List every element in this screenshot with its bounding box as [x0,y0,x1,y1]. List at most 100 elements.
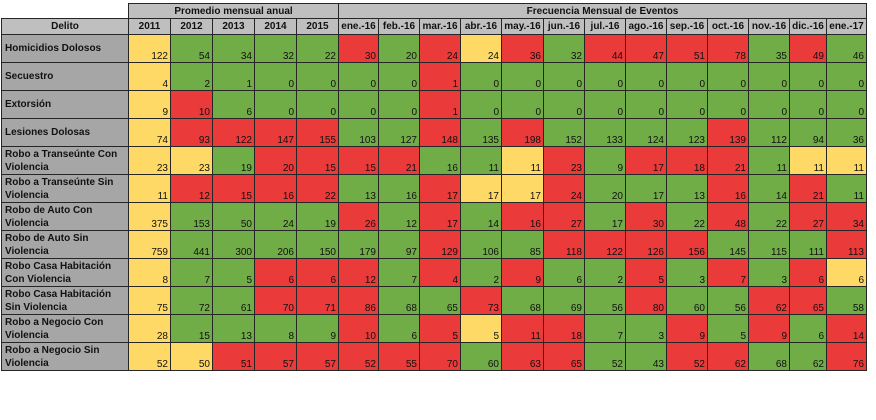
table-cell: 6 [543,258,585,287]
table-cell: 20 [584,174,626,203]
table-cell: 139 [707,118,749,147]
table-cell: 62 [789,342,827,371]
table-cell: 1 [419,62,461,91]
table-cell: 17 [419,202,461,231]
table-cell: 150 [296,230,339,259]
table-cell: 18 [543,314,585,343]
table-cell: 8 [128,258,171,287]
table-cell: 57 [254,342,297,371]
table-cell: 21 [378,146,420,175]
table-cell: 14 [748,174,790,203]
row-label: Robo Casa Habitación Con Violencia [1,258,129,287]
table-cell: 21 [707,146,749,175]
table-cell: 0 [501,62,544,91]
table-cell: 27 [789,202,827,231]
table-cell: 28 [128,314,171,343]
table-cell: 0 [543,90,585,119]
table-cell: 13 [338,174,379,203]
table-cell: 118 [543,230,585,259]
table-cell: 2 [460,258,502,287]
table-cell: 61 [212,286,255,315]
table-cell: 86 [338,286,379,315]
header-frecuencia: Frecuencia Mensual de Eventos [338,3,867,19]
table-cell: 35 [748,34,790,63]
table-cell: 11 [826,174,867,203]
table-cell: 68 [501,286,544,315]
table-cell: 16 [254,174,297,203]
table-cell: 15 [296,146,339,175]
row-label: Extorsión [1,90,129,119]
table-cell: 85 [501,230,544,259]
table-cell: 6 [254,258,297,287]
table-cell: 20 [254,146,297,175]
table-cell: 65 [789,286,827,315]
table-cell: 0 [378,62,420,91]
table-cell: 17 [460,174,502,203]
table-cell: 375 [128,202,171,231]
header-corner [1,3,129,19]
table-cell: 156 [666,230,708,259]
table-cell: 15 [338,146,379,175]
table-cell: 63 [501,342,544,371]
table-cell: 50 [170,342,213,371]
table-cell: 34 [212,34,255,63]
table-cell: 22 [296,34,339,63]
table-cell: 0 [584,62,626,91]
header-month: may.-16 [501,18,544,35]
table-cell: 48 [707,202,749,231]
table-cell: 0 [584,90,626,119]
table-cell: 54 [170,34,213,63]
table-cell: 57 [296,342,339,371]
table-row: Robo a Transeúnte Con Violencia 23 23 19 20 1… [1,146,867,175]
table-cell: 300 [212,230,255,259]
table-cell: 6 [378,314,420,343]
table-cell: 10 [338,314,379,343]
table-cell: 76 [826,342,867,371]
table-cell: 11 [460,146,502,175]
table-cell: 62 [748,286,790,315]
table-cell: 22 [666,202,708,231]
table-cell: 0 [254,62,297,91]
header-year: 2013 [212,18,255,35]
table-cell: 127 [378,118,420,147]
table-cell: 15 [170,314,213,343]
table-cell: 44 [584,34,626,63]
table-cell: 122 [212,118,255,147]
table-cell: 145 [707,230,749,259]
table-cell: 97 [378,230,420,259]
table-cell: 65 [543,342,585,371]
table-cell: 0 [501,90,544,119]
table-cell: 206 [254,230,297,259]
table-cell: 123 [666,118,708,147]
table-cell: 74 [128,118,171,147]
table-cell: 9 [666,314,708,343]
header-year: 2014 [254,18,297,35]
row-label: Lesiones Dolosas [1,118,129,147]
table-cell: 14 [460,202,502,231]
table-cell: 7 [170,258,213,287]
table-cell: 52 [338,342,379,371]
table-cell: 198 [501,118,544,147]
row-label: Robo a Transeúnte Sin Violencia [1,174,129,203]
table-cell: 24 [254,202,297,231]
header-month: ene.-17 [826,18,867,35]
header-month: ene.-16 [338,18,379,35]
row-label: Homicidios Dolosos [1,34,129,63]
table-cell: 122 [128,34,171,63]
table-cell: 17 [584,202,626,231]
table-cell: 9 [501,258,544,287]
table-row: Homicidios Dolosos 122 54 34 32 22 30 20 24 24 36 3… [1,34,867,63]
table-cell: 8 [254,314,297,343]
table-cell: 52 [584,342,626,371]
table-cell: 13 [212,314,255,343]
table-cell: 20 [378,34,420,63]
table-cell: 0 [666,62,708,91]
table-cell: 5 [419,314,461,343]
table-cell: 52 [666,342,708,371]
table-cell: 6 [789,314,827,343]
table-cell: 30 [625,202,667,231]
table-cell: 0 [460,62,502,91]
table-cell: 11 [826,146,867,175]
table-cell: 78 [707,34,749,63]
